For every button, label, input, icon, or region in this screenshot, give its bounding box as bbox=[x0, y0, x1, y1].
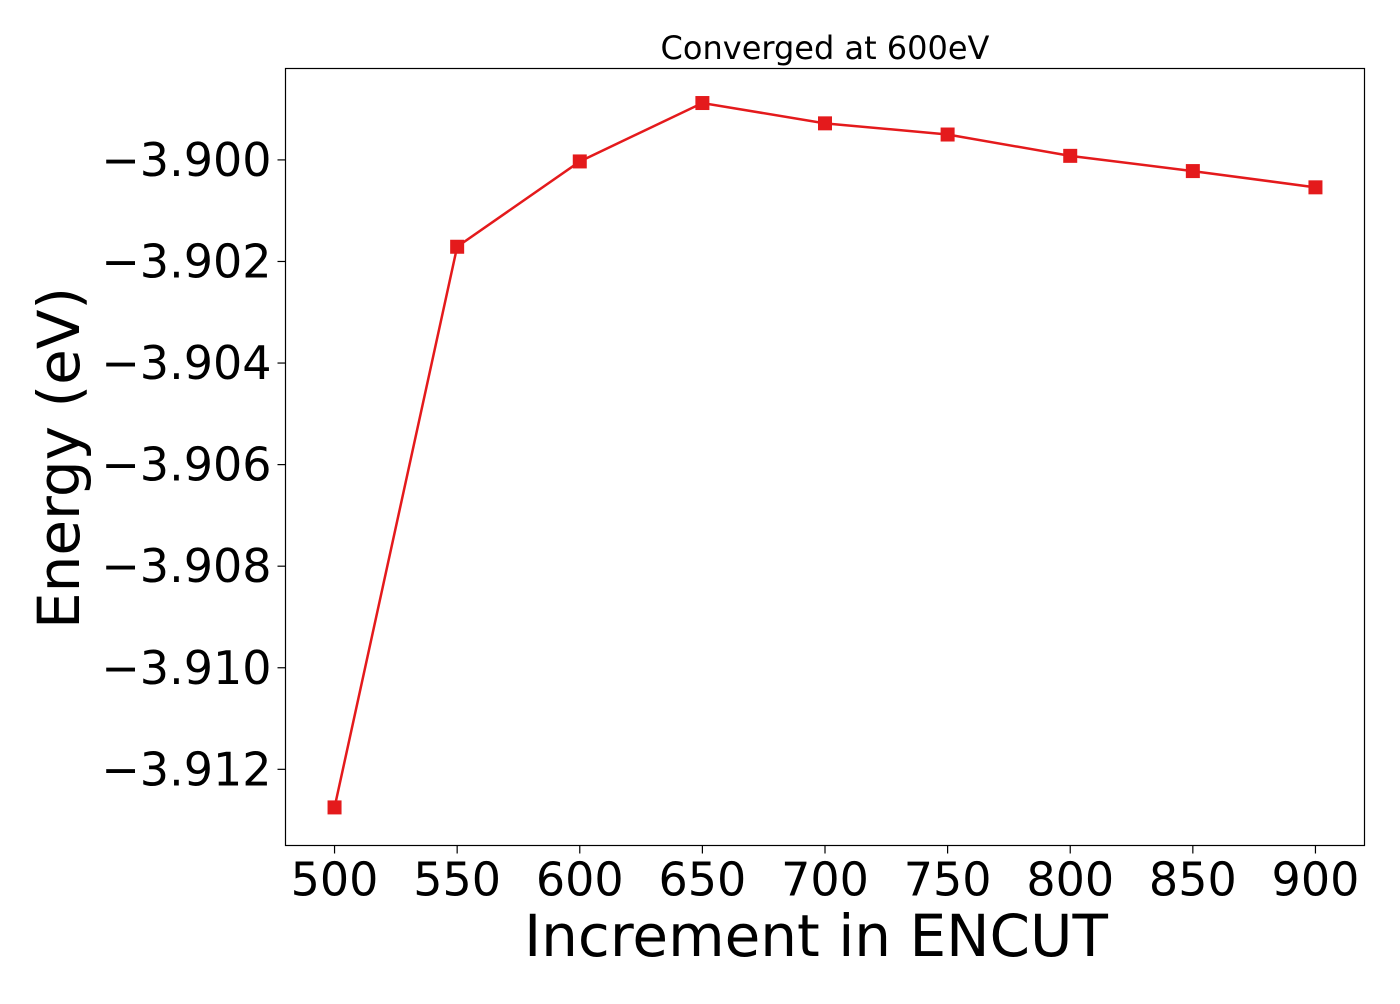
y-tick-label: −3.900 bbox=[101, 133, 271, 187]
y-axis-ticks: −3.900 −3.902 −3.904 −3.906 −3.908 −3.910 −3.9… bbox=[101, 133, 286, 796]
x-axis-ticks: 500 550 600 650 700 750 800 850 900 bbox=[291, 845, 1360, 907]
x-tick-label: 550 bbox=[413, 853, 501, 907]
x-tick-label: 800 bbox=[1026, 853, 1114, 907]
chart-title: Converged at 600eV bbox=[661, 29, 990, 67]
y-tick-label: −3.912 bbox=[101, 742, 271, 796]
data-point-marker bbox=[327, 800, 342, 815]
data-point-marker bbox=[1308, 180, 1323, 195]
x-tick-label: 650 bbox=[658, 853, 746, 907]
plot-area-frame bbox=[284, 67, 1366, 847]
x-axis-label: Increment in ENCUT bbox=[524, 902, 1108, 970]
x-tick-label: 850 bbox=[1149, 853, 1237, 907]
x-tick-label: 600 bbox=[536, 853, 624, 907]
y-tick-label: −3.906 bbox=[101, 438, 271, 492]
data-point-marker bbox=[1185, 164, 1200, 179]
x-tick-label: 700 bbox=[781, 853, 869, 907]
data-point-marker bbox=[695, 96, 710, 111]
y-tick-label: −3.902 bbox=[101, 234, 271, 288]
y-tick-label: −3.908 bbox=[101, 539, 271, 593]
plot-series bbox=[327, 96, 1323, 815]
y-tick-label: −3.910 bbox=[101, 641, 271, 695]
data-point-marker bbox=[572, 154, 587, 169]
x-tick-label: 500 bbox=[291, 853, 379, 907]
data-point-marker bbox=[450, 239, 465, 254]
x-tick-label: 750 bbox=[904, 853, 992, 907]
data-point-marker bbox=[818, 116, 832, 131]
y-tick-label: −3.904 bbox=[101, 336, 271, 390]
data-point-marker bbox=[1063, 148, 1078, 163]
y-axis-label: Energy (eV) bbox=[25, 287, 93, 629]
x-tick-label: 900 bbox=[1272, 853, 1360, 907]
data-point-marker bbox=[940, 127, 955, 142]
